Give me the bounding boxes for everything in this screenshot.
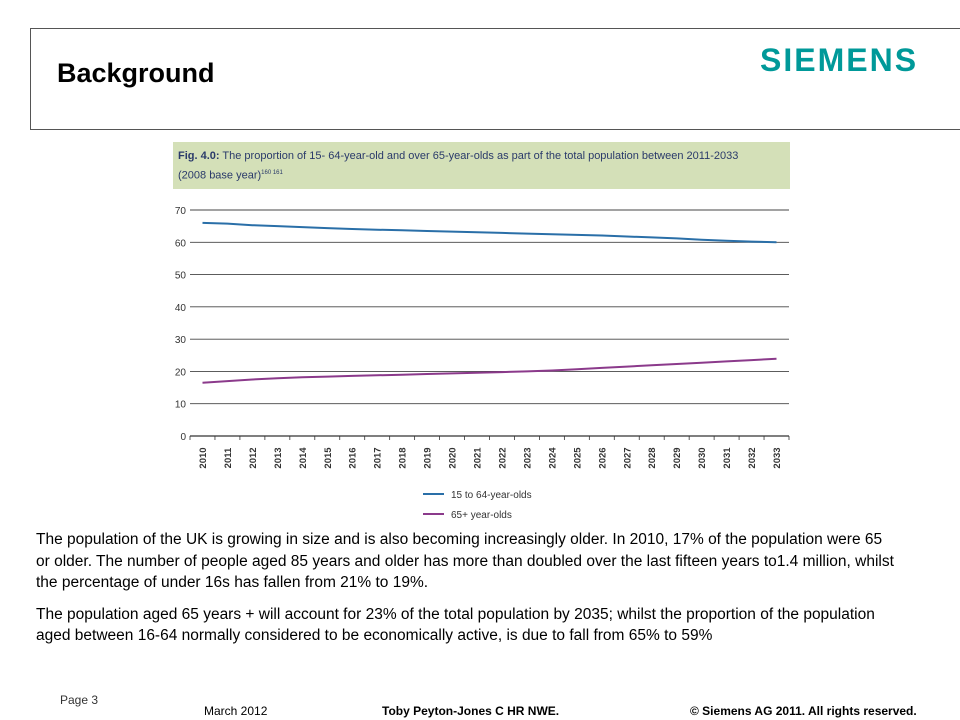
figure-caption: Fig. 4.0: The proportion of 15- 64-year-… — [178, 148, 778, 185]
header-box — [30, 28, 960, 130]
page-title: Background — [57, 58, 215, 88]
figure-caption-band — [173, 142, 790, 189]
siemens-logo: SIEMENS — [760, 42, 919, 78]
footer-date: March 2012 — [204, 704, 268, 718]
x-tick-label: 2020 — [448, 447, 459, 468]
figure: Fig. 4.0: The proportion of 15- 64-year-… — [173, 142, 790, 532]
x-tick-label: 2031 — [722, 447, 733, 469]
series-line — [202, 221, 777, 244]
x-tick-label: 2026 — [597, 447, 608, 468]
body-text: The population of the UK is growing in s… — [36, 529, 896, 657]
x-tick-label: 2021 — [473, 447, 484, 469]
page-number: Page 3 — [60, 693, 99, 707]
y-tick-label: 50 — [175, 271, 187, 282]
figure-caption-sup: 160 161 — [261, 170, 283, 176]
x-tick-label: 2025 — [572, 447, 583, 469]
footer-copyright: © Siemens AG 2011. All rights reserved. — [690, 704, 917, 718]
figure-caption-line2: (2008 base year) — [178, 169, 262, 182]
series-line — [202, 357, 777, 384]
x-tick-label: 2030 — [697, 447, 708, 468]
y-tick-label: 10 — [175, 400, 187, 411]
x-tick-label: 2029 — [672, 447, 683, 468]
x-tick-label: 2027 — [622, 447, 633, 468]
x-tick-label: 2018 — [398, 447, 409, 468]
figure-caption-text: The proportion of 15- 64-year-old and ov… — [222, 150, 739, 162]
footer-author: Toby Peyton-Jones C HR NWE. — [382, 704, 560, 718]
body-paragraph-1: The population of the UK is growing in s… — [36, 531, 894, 591]
y-tick-label: 20 — [175, 367, 187, 378]
y-tick-label: 30 — [175, 335, 187, 346]
x-tick-label: 2011 — [223, 447, 234, 468]
x-tick-label: 2017 — [373, 447, 384, 468]
legend-label: 15 to 64-year-olds — [451, 490, 532, 501]
body-paragraph-2: The population aged 65 years + will acco… — [36, 605, 875, 645]
x-tick-label: 2013 — [273, 447, 284, 468]
y-tick-label: 70 — [175, 206, 187, 217]
x-tick-label: 2015 — [323, 447, 334, 469]
x-tick-label: 2010 — [198, 447, 209, 468]
y-tick-label: 40 — [175, 303, 187, 314]
y-tick-label: 60 — [175, 238, 187, 249]
figure-label: Fig. 4.0: — [178, 150, 220, 162]
x-tick-label: 2016 — [348, 447, 359, 468]
x-tick-label: 2019 — [423, 447, 434, 468]
y-tick-label: 0 — [180, 432, 186, 443]
x-tick-label: 2024 — [547, 447, 558, 469]
x-tick-label: 2028 — [647, 447, 658, 468]
x-tick-label: 2022 — [497, 447, 508, 468]
x-tick-label: 2033 — [772, 447, 783, 468]
x-tick-label: 2023 — [522, 447, 533, 468]
x-tick-label: 2012 — [248, 447, 259, 468]
x-tick-label: 2032 — [747, 447, 758, 468]
legend-label: 65+ year-olds — [451, 510, 512, 521]
x-tick-label: 2014 — [298, 447, 309, 469]
